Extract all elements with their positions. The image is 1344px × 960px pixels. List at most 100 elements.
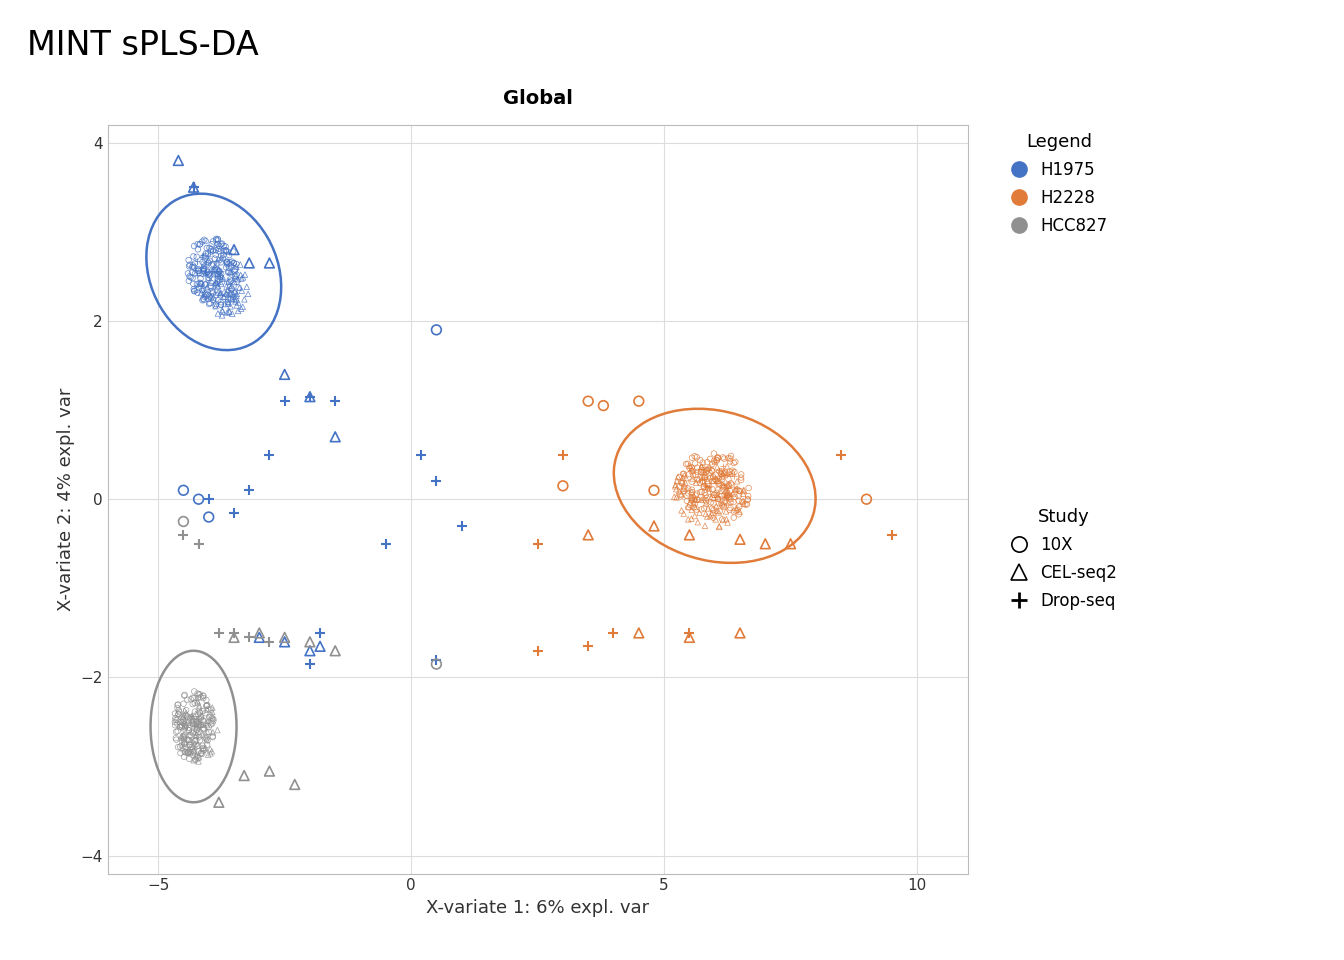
Point: [204, 298, 226, 313]
Point: [669, 487, 691, 502]
Point: [227, 303, 249, 319]
Point: [720, 475, 742, 491]
Point: [173, 716, 195, 732]
Point: [200, 257, 222, 273]
Point: [169, 746, 191, 761]
Point: [198, 249, 219, 264]
Point: [708, 463, 730, 478]
Point: [187, 236, 208, 252]
Point: [164, 714, 185, 730]
Point: [199, 240, 220, 255]
Point: [681, 461, 703, 476]
Point: [202, 709, 223, 725]
Point: [216, 255, 238, 271]
Point: [195, 276, 216, 292]
Point: [187, 690, 208, 706]
Point: [673, 483, 695, 498]
Point: [681, 485, 703, 500]
Point: [185, 717, 207, 732]
Point: [211, 263, 233, 278]
Point: [715, 488, 737, 503]
Point: [676, 488, 698, 503]
Point: [196, 279, 218, 295]
Point: [223, 242, 245, 257]
Point: [685, 468, 707, 483]
Point: [179, 257, 200, 273]
Point: [181, 708, 203, 724]
Point: [194, 286, 215, 301]
Point: [707, 473, 728, 489]
Point: [184, 733, 206, 749]
Point: [184, 720, 206, 735]
Point: [190, 276, 211, 291]
Point: [188, 700, 210, 715]
Point: [688, 492, 710, 507]
Point: [203, 711, 224, 727]
Point: [195, 246, 216, 261]
Point: [181, 259, 203, 275]
Point: [195, 706, 216, 721]
Point: [699, 481, 720, 496]
Point: [204, 267, 226, 282]
Point: [704, 454, 726, 469]
Point: [172, 740, 194, 756]
Point: [167, 711, 188, 727]
Point: [737, 492, 758, 507]
Point: [719, 490, 741, 505]
Point: [224, 294, 246, 309]
Point: [173, 703, 195, 718]
Point: [196, 717, 218, 732]
Point: [716, 490, 738, 505]
Point: [703, 469, 724, 485]
Point: [249, 630, 270, 645]
Point: [202, 236, 223, 252]
Point: [230, 300, 251, 316]
Point: [183, 718, 204, 733]
Point: [184, 696, 206, 711]
Point: [190, 705, 211, 720]
Point: [716, 484, 738, 499]
Point: [687, 492, 708, 508]
Point: [706, 503, 727, 518]
Point: [692, 460, 714, 475]
Point: [208, 795, 230, 810]
Point: [194, 260, 215, 276]
Point: [219, 248, 241, 263]
Point: [211, 302, 233, 318]
Point: [192, 743, 214, 758]
Point: [188, 724, 210, 739]
Point: [226, 286, 247, 301]
Point: [258, 635, 280, 650]
Point: [218, 297, 239, 312]
Point: [198, 267, 219, 282]
Point: [188, 716, 210, 732]
Point: [224, 268, 246, 283]
Point: [188, 698, 210, 713]
Point: [702, 473, 723, 489]
Point: [735, 497, 757, 513]
Point: [703, 490, 724, 505]
Point: [726, 481, 747, 496]
Point: [211, 270, 233, 285]
Point: [207, 305, 228, 321]
Point: [173, 727, 195, 742]
Point: [708, 519, 730, 535]
Point: [882, 527, 903, 542]
Point: [375, 536, 396, 551]
Point: [675, 470, 696, 486]
Point: [677, 499, 699, 515]
Point: [202, 284, 223, 300]
Point: [177, 732, 199, 748]
Point: [249, 625, 270, 640]
Point: [194, 286, 215, 301]
Point: [683, 492, 704, 508]
Point: [238, 483, 259, 498]
Point: [715, 504, 737, 519]
Point: [184, 283, 206, 299]
Point: [224, 268, 246, 283]
Point: [223, 630, 245, 645]
Point: [681, 502, 703, 517]
Point: [185, 725, 207, 740]
Point: [176, 743, 198, 758]
Point: [300, 389, 321, 404]
